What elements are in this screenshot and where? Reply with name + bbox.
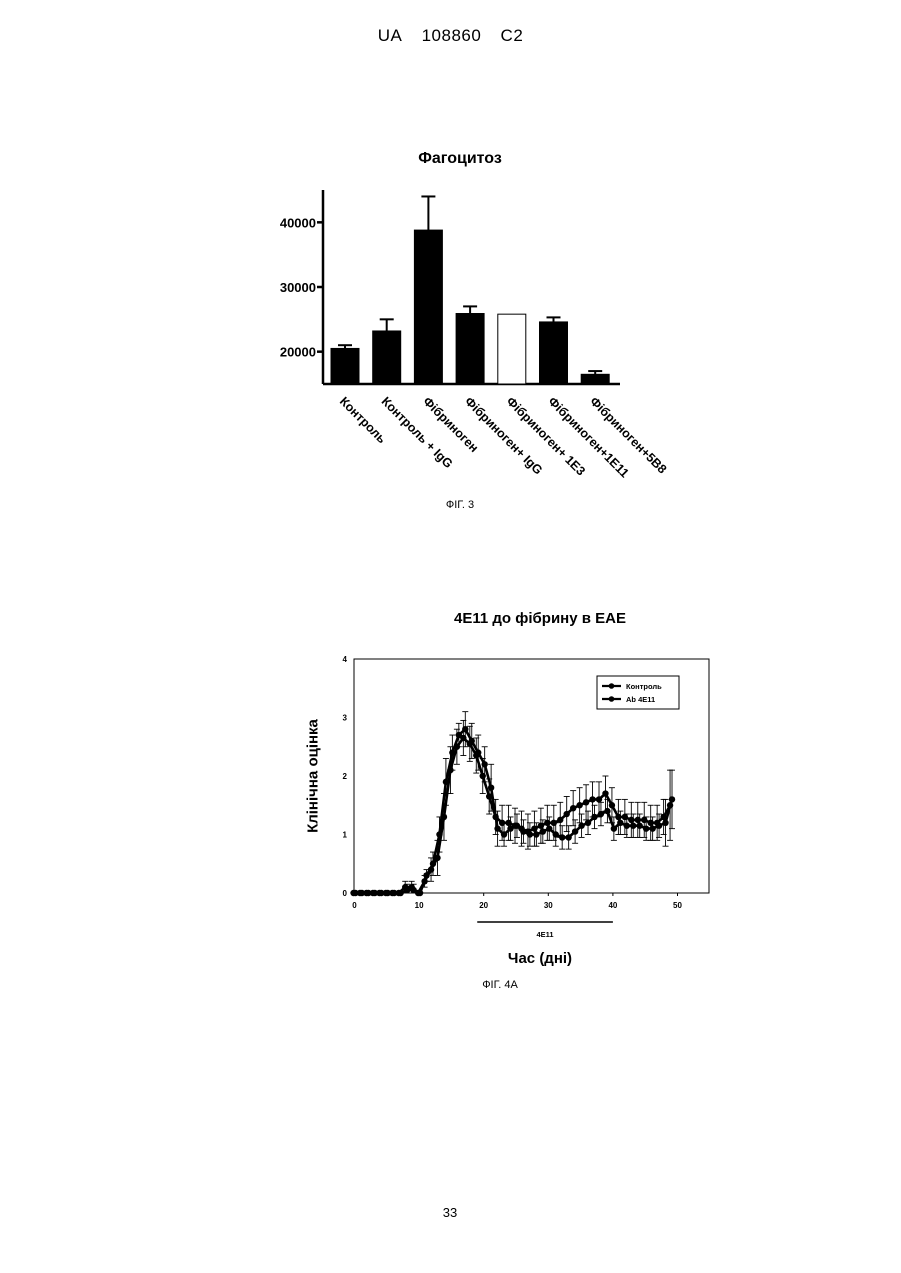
ab-4e11-data-point [617, 820, 623, 826]
ab-4e11-data-point [520, 828, 526, 834]
ab-4e11-data-point [365, 890, 371, 896]
ab-4e11-data-point [591, 814, 597, 820]
fig4a-legend-swatch-marker [609, 696, 615, 702]
fig4a-x-tick-label: 50 [673, 901, 682, 910]
ab-4e11-data-point [559, 834, 565, 840]
ab-4e11-data-point [553, 831, 559, 837]
fig4a-x-axis-label: Час (дні) [440, 950, 640, 967]
ab-4e11-data-point [669, 796, 675, 802]
ab-4e11-data-point [397, 890, 403, 896]
control-data-point [570, 805, 576, 811]
ab-4e11-data-point [410, 887, 416, 893]
ab-4e11-data-point [546, 825, 552, 831]
fig4a-x-tick-label: 20 [479, 901, 488, 910]
ab-4e11-data-point [352, 890, 358, 896]
control-data-point [596, 796, 602, 802]
fig4a-legend-label: Контроль [626, 682, 662, 691]
ab-4e11-data-point [475, 749, 481, 755]
ab-4e11-data-point [649, 825, 655, 831]
ab-4e11-data-point [656, 823, 662, 829]
ab-4e11-data-point [565, 834, 571, 840]
fig4a-y-tick-label: 4 [343, 655, 348, 664]
fig4a-y-tick-label: 1 [343, 831, 348, 840]
ab-4e11-data-point [391, 890, 397, 896]
ab-4e11-data-point [469, 738, 475, 744]
fig4a-y-tick-label: 3 [343, 714, 348, 723]
ab-4e11-data-point [501, 831, 507, 837]
ab-4e11-data-point [533, 831, 539, 837]
fig4a-caption: ФІГ. 4А [460, 979, 540, 991]
control-data-point [609, 802, 615, 808]
fig4a-x-tick-label: 10 [415, 901, 424, 910]
control-data-point [602, 790, 608, 796]
ab-4e11-data-point [359, 890, 365, 896]
ab-4e11-data-point [385, 890, 391, 896]
page-number: 33 [420, 1205, 480, 1220]
ab-4e11-data-point [404, 887, 410, 893]
ab-4e11-data-point [462, 726, 468, 732]
ab-4e11-data-point [604, 808, 610, 814]
ab-4e11-data-point [488, 785, 494, 791]
ab-4e11-data-point [378, 890, 384, 896]
control-data-point [557, 817, 563, 823]
control-data-point [589, 796, 595, 802]
ab-4e11-data-point [514, 823, 520, 829]
fig4a-legend [597, 676, 679, 709]
ab-4e11-data-point [456, 732, 462, 738]
ab-4e11-data-point [643, 825, 649, 831]
ab-4e11-data-point [611, 825, 617, 831]
fig4a-x-tick-label: 30 [544, 901, 553, 910]
ab-4e11-data-point [540, 828, 546, 834]
ab-4e11-data-point [481, 761, 487, 767]
ab-4e11-data-point [578, 823, 584, 829]
fig4a-legend-swatch-marker [609, 683, 615, 689]
control-data-point [564, 811, 570, 817]
ab-4e11-data-point [572, 828, 578, 834]
fig4a-x-tick-label: 40 [608, 901, 617, 910]
fig4a-y-tick-label: 2 [343, 772, 348, 781]
ab-4e11-data-point [527, 831, 533, 837]
ab-4e11-data-point [494, 825, 500, 831]
ab-4e11-data-point [585, 820, 591, 826]
ab-4e11-data-point [443, 779, 449, 785]
ab-4e11-data-point [630, 823, 636, 829]
control-data-point [583, 799, 589, 805]
control-data-point [576, 802, 582, 808]
ab-4e11-data-point [417, 890, 423, 896]
ab-4e11-data-point [624, 823, 630, 829]
fig4a-y-tick-label: 0 [343, 889, 348, 898]
ab-4e11-data-point [662, 820, 668, 826]
ab-4e11-data-point [430, 861, 436, 867]
fig4a-legend-label: Ab 4E11 [626, 695, 655, 704]
ab-4e11-data-point [598, 811, 604, 817]
ab-4e11-data-point [637, 823, 643, 829]
ab-4e11-data-point [449, 749, 455, 755]
ab-4e11-data-point [423, 872, 429, 878]
ab-4e11-data-point [372, 890, 378, 896]
treatment-period-label: 4E11 [537, 930, 554, 939]
fig4a-x-tick-label: 0 [352, 901, 357, 910]
ab-4e11-data-point [507, 825, 513, 831]
ab-4e11-data-point [436, 831, 442, 837]
